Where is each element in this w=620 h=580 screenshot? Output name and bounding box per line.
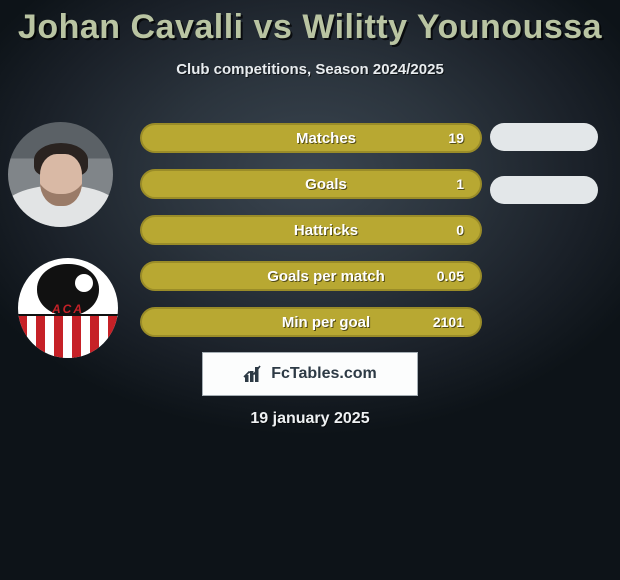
- player1-club-badge: ACA: [18, 258, 118, 358]
- subtitle: Club competitions, Season 2024/2025: [0, 61, 620, 78]
- fctables-logo[interactable]: FcTables.com: [202, 352, 418, 396]
- page-title: Johan Cavalli vs Wilitty Younoussa: [0, 0, 620, 47]
- player1-avatar: [8, 122, 113, 227]
- stat-label: Min per goal: [142, 314, 480, 331]
- snapshot-date: 19 january 2025: [0, 410, 620, 428]
- stat-label: Matches: [142, 130, 480, 147]
- stat-value: 19: [448, 130, 464, 146]
- bar-chart-icon: [243, 364, 265, 384]
- stat-value: 0.05: [437, 268, 464, 284]
- comparison-pill: [490, 176, 598, 204]
- stat-label: Hattricks: [142, 222, 480, 239]
- stat-label: Goals per match: [142, 268, 480, 285]
- comparison-pill: [490, 123, 598, 151]
- stat-row: Goals per match0.05: [140, 261, 482, 291]
- stat-row: Goals1: [140, 169, 482, 199]
- stat-row: Min per goal2101: [140, 307, 482, 337]
- stat-row: Hattricks0: [140, 215, 482, 245]
- stat-value: 1: [456, 176, 464, 192]
- stat-value: 0: [456, 222, 464, 238]
- logo-text: FcTables.com: [271, 365, 377, 383]
- stat-row: Matches19: [140, 123, 482, 153]
- stat-value: 2101: [433, 314, 464, 330]
- stat-label: Goals: [142, 176, 480, 193]
